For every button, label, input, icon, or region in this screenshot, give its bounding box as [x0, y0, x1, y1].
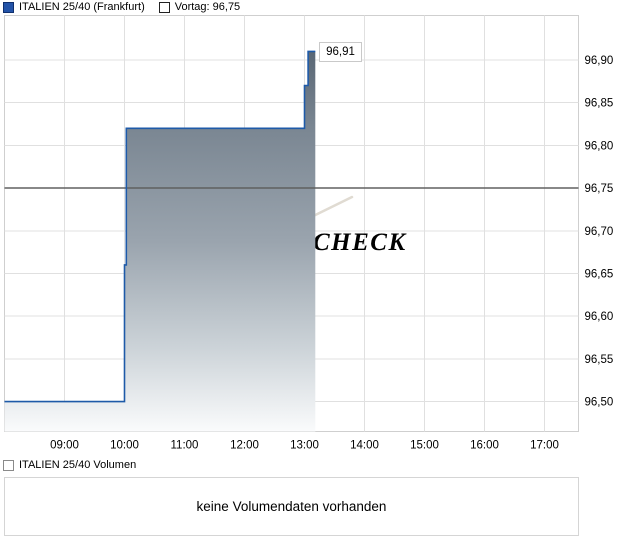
vortag-legend-square-icon [158, 1, 170, 13]
x-tick-label: 14:00 [350, 440, 379, 452]
volume-legend-label: ITALIEN 25/40 Volumen [19, 459, 137, 471]
price-line [4, 50, 316, 403]
volume-legend-square-icon [3, 459, 14, 471]
top-legend: ITALIEN 25/40 (Frankfurt) Vortag: 96,75 [3, 1, 240, 13]
x-tick-label: 12:00 [230, 440, 259, 452]
y-tick-label: 96,80 [585, 140, 614, 152]
volume-empty-box: keine Volumendaten vorhanden [4, 477, 579, 536]
watermark-text: CHECK [313, 229, 407, 256]
y-tick-label: 96,60 [585, 311, 614, 323]
y-tick-label: 96,85 [585, 98, 614, 110]
area-series [4, 51, 316, 432]
y-tick-label: 96,50 [585, 397, 614, 409]
vortag-legend-item: Vortag: 96,75 [158, 1, 241, 13]
x-tick-label: 16:00 [470, 440, 499, 452]
price-chart: CHECK 96,90 96,85 96,80 96,75 96,70 96,65 96,60… [4, 15, 614, 452]
y-tick-label: 96,70 [585, 226, 614, 238]
series-legend-square-icon [3, 1, 14, 13]
x-tick-label: 13:00 [290, 440, 319, 452]
y-tick-label: 96,65 [585, 268, 614, 280]
y-tick-label: 96,75 [585, 183, 614, 195]
vortag-legend-label: Vortag: 96,75 [174, 1, 241, 13]
y-tick-label: 96,55 [585, 354, 614, 366]
volume-empty-message: keine Volumendaten vorhanden [196, 499, 387, 514]
x-tick-label: 11:00 [171, 440, 199, 452]
last-price-value: 96,91 [326, 46, 355, 58]
y-tick-label: 96,90 [585, 55, 614, 67]
x-tick-label: 10:00 [110, 440, 139, 452]
x-tick-label: 17:00 [530, 440, 559, 452]
series-legend-item: ITALIEN 25/40 (Frankfurt) [3, 1, 145, 13]
x-tick-label: 09:00 [50, 440, 79, 452]
last-price-flag: 96,91 [319, 42, 362, 62]
volume-legend: ITALIEN 25/40 Volumen [3, 459, 136, 471]
x-tick-label: 15:00 [410, 440, 439, 452]
series-legend-label: ITALIEN 25/40 (Frankfurt) [19, 1, 145, 13]
